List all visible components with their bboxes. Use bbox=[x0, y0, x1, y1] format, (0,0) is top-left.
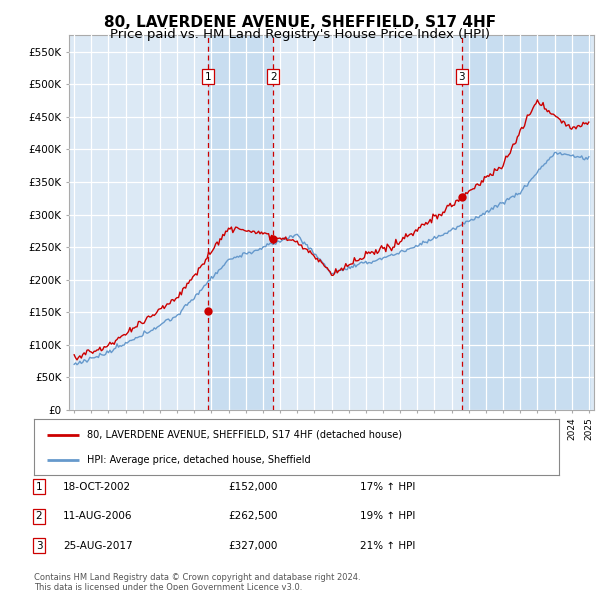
Text: 25-AUG-2017: 25-AUG-2017 bbox=[63, 541, 133, 550]
Bar bbox=[208, 35, 273, 410]
Bar bbox=[462, 35, 590, 410]
Text: 19% ↑ HPI: 19% ↑ HPI bbox=[360, 512, 415, 521]
Text: 80, LAVERDENE AVENUE, SHEFFIELD, S17 4HF (detached house): 80, LAVERDENE AVENUE, SHEFFIELD, S17 4HF… bbox=[87, 430, 402, 440]
Text: 2: 2 bbox=[35, 512, 43, 521]
Text: £262,500: £262,500 bbox=[228, 512, 277, 521]
Text: £152,000: £152,000 bbox=[228, 482, 277, 491]
Text: 18-OCT-2002: 18-OCT-2002 bbox=[63, 482, 131, 491]
Text: £327,000: £327,000 bbox=[228, 541, 277, 550]
Text: 1: 1 bbox=[35, 482, 43, 491]
Text: 11-AUG-2006: 11-AUG-2006 bbox=[63, 512, 133, 521]
Text: This data is licensed under the Open Government Licence v3.0.: This data is licensed under the Open Gov… bbox=[34, 583, 302, 590]
Text: 3: 3 bbox=[35, 541, 43, 550]
Text: 2: 2 bbox=[270, 71, 277, 81]
Text: 80, LAVERDENE AVENUE, SHEFFIELD, S17 4HF: 80, LAVERDENE AVENUE, SHEFFIELD, S17 4HF bbox=[104, 15, 496, 30]
Text: HPI: Average price, detached house, Sheffield: HPI: Average price, detached house, Shef… bbox=[87, 455, 310, 466]
Text: Price paid vs. HM Land Registry's House Price Index (HPI): Price paid vs. HM Land Registry's House … bbox=[110, 28, 490, 41]
Text: 3: 3 bbox=[458, 71, 465, 81]
Text: Contains HM Land Registry data © Crown copyright and database right 2024.: Contains HM Land Registry data © Crown c… bbox=[34, 573, 361, 582]
Text: 1: 1 bbox=[205, 71, 211, 81]
Text: 21% ↑ HPI: 21% ↑ HPI bbox=[360, 541, 415, 550]
Text: 17% ↑ HPI: 17% ↑ HPI bbox=[360, 482, 415, 491]
